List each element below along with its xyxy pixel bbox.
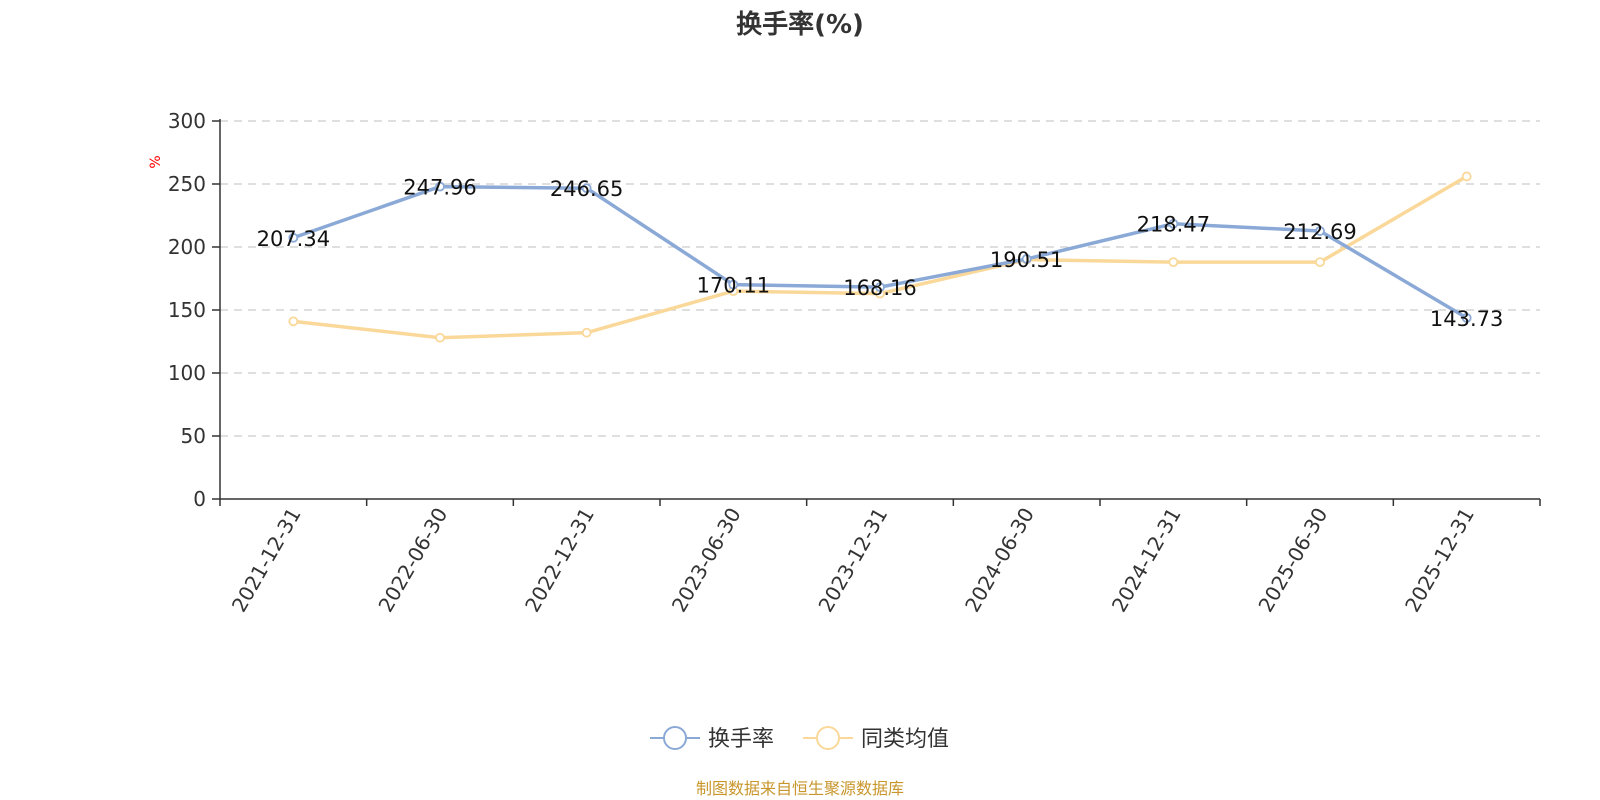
data-labels: 207.34 247.96 246.65 170.11 168.16 190.51 218.…	[257, 176, 1504, 331]
data-point[interactable]	[1315, 257, 1325, 268]
legend-item-turnover[interactable]: 换手率	[650, 726, 774, 752]
data-point[interactable]	[288, 232, 299, 243]
legend-marker-icon	[663, 726, 687, 750]
series-lines	[288, 171, 1472, 343]
legend-marker-icon	[816, 726, 840, 750]
data-label: 218.47	[1137, 213, 1210, 237]
y-tick-label: 250	[168, 172, 206, 196]
data-point[interactable]	[288, 316, 299, 327]
y-tick-label: 0	[193, 487, 206, 511]
source-note: 制图数据来自恒生聚源数据库	[696, 779, 904, 798]
data-label: 247.96	[403, 176, 476, 200]
data-label: 168.16	[843, 276, 916, 300]
data-point[interactable]	[435, 332, 445, 343]
y-tick-label: 300	[168, 109, 206, 133]
data-point[interactable]	[1461, 313, 1472, 323]
y-tick-label: 150	[168, 298, 206, 322]
data-point[interactable]	[1168, 257, 1179, 268]
grid-lines	[220, 120, 1540, 437]
data-point[interactable]	[1021, 254, 1032, 264]
legend-item-peer-average[interactable]: 同类均值	[803, 726, 949, 752]
y-tick-label: 100	[168, 361, 206, 385]
data-point[interactable]	[435, 181, 445, 192]
data-point[interactable]	[1168, 218, 1179, 229]
legend[interactable]: 换手率 同类均值	[650, 726, 949, 752]
series-turnover	[288, 181, 1472, 323]
data-label: 246.65	[550, 177, 623, 201]
x-tick-label: 2023-12-31	[813, 504, 892, 617]
x-tick-label: 2022-06-30	[373, 504, 452, 617]
data-label: 170.11	[697, 274, 770, 298]
x-tick-label: 2024-06-30	[960, 504, 1039, 617]
x-tick-label: 2023-06-30	[667, 504, 746, 617]
x-tick-label: 2025-12-31	[1400, 504, 1479, 617]
data-point[interactable]	[1315, 226, 1325, 236]
data-point[interactable]	[1461, 171, 1472, 182]
x-tick-label: 2025-06-30	[1253, 504, 1332, 617]
legend-label: 换手率	[708, 727, 774, 752]
series-line	[293, 174, 1468, 340]
data-label: 207.34	[257, 227, 330, 251]
x-tick-label: 2024-12-31	[1107, 504, 1186, 617]
data-point[interactable]	[728, 279, 739, 290]
data-label: 190.51	[990, 248, 1063, 272]
x-tick-label: 2021-12-31	[227, 504, 306, 617]
data-point[interactable]	[581, 327, 592, 338]
y-axis-unit: %	[148, 155, 164, 168]
legend-label: 同类均值	[861, 727, 949, 752]
data-label: 212.69	[1283, 220, 1356, 244]
data-label: 143.73	[1430, 307, 1503, 331]
y-tick-label: 200	[168, 235, 206, 259]
y-tick-label: 50	[181, 424, 206, 448]
data-point[interactable]	[875, 282, 885, 293]
chart-title: 换手率(%)	[736, 9, 864, 40]
axes: 0 50 100 150 200 250 300 2021-12-31 2022-06-30 20…	[168, 109, 1541, 617]
data-point[interactable]	[581, 183, 592, 194]
x-tick-label: 2022-12-31	[520, 504, 599, 617]
